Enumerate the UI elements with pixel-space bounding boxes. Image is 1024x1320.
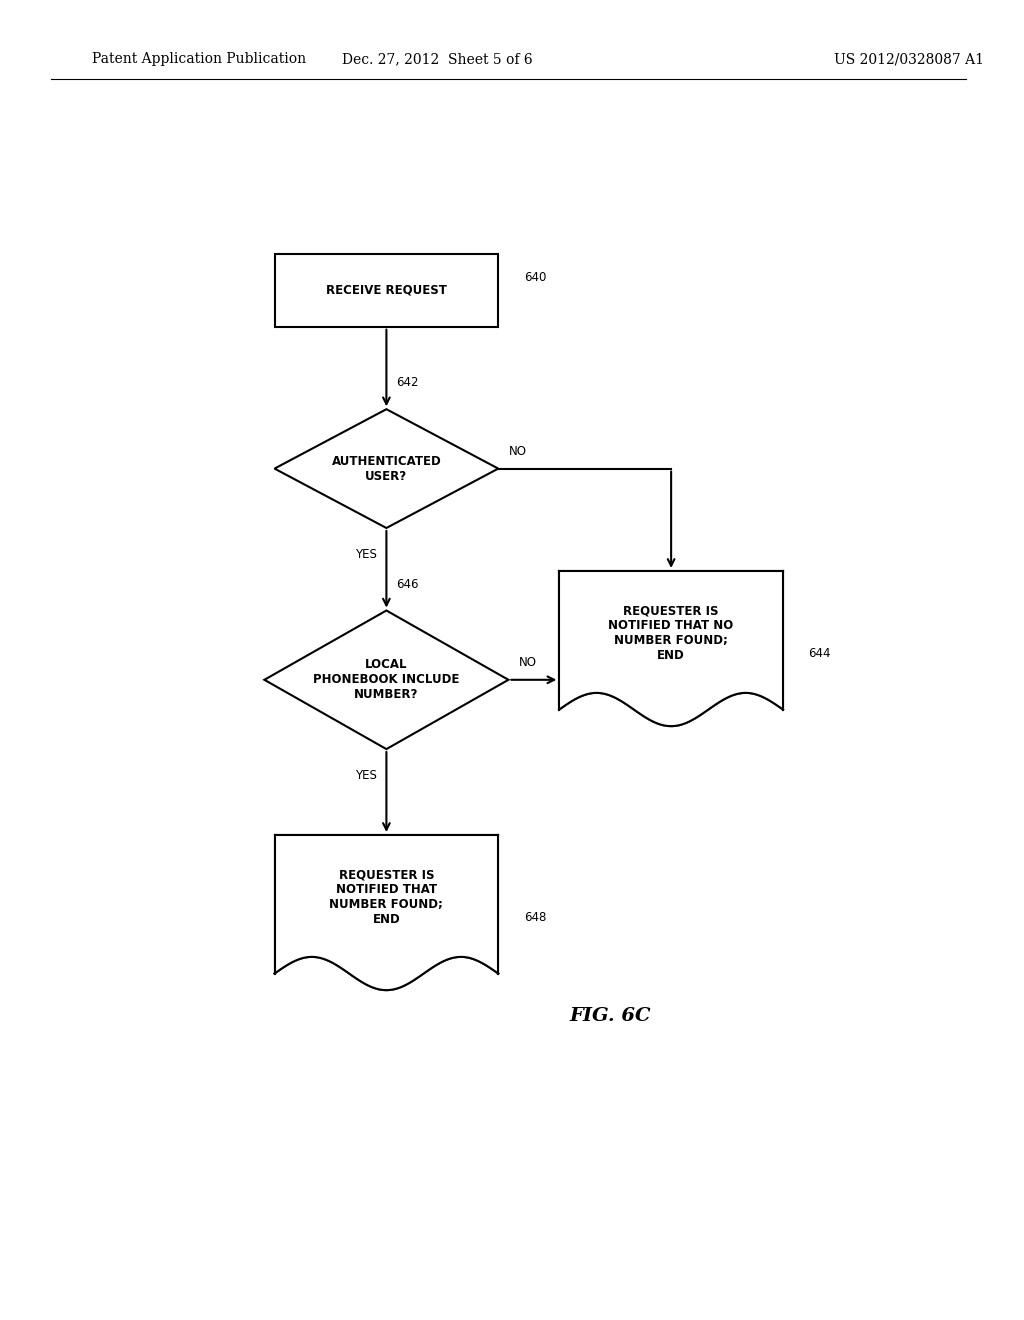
- Text: 646: 646: [396, 578, 419, 591]
- Text: RECEIVE REQUEST: RECEIVE REQUEST: [326, 284, 446, 297]
- Text: Dec. 27, 2012  Sheet 5 of 6: Dec. 27, 2012 Sheet 5 of 6: [342, 53, 532, 66]
- Text: YES: YES: [355, 768, 377, 781]
- Text: REQUESTER IS
NOTIFIED THAT
NUMBER FOUND;
END: REQUESTER IS NOTIFIED THAT NUMBER FOUND;…: [330, 869, 443, 927]
- Text: REQUESTER IS
NOTIFIED THAT NO
NUMBER FOUND;
END: REQUESTER IS NOTIFIED THAT NO NUMBER FOU…: [608, 605, 734, 663]
- Text: NO: NO: [509, 445, 526, 458]
- Text: Patent Application Publication: Patent Application Publication: [91, 53, 305, 66]
- Polygon shape: [274, 409, 499, 528]
- Text: 648: 648: [523, 911, 546, 924]
- Text: 642: 642: [396, 376, 419, 389]
- Text: YES: YES: [355, 548, 377, 561]
- Text: FIG. 6C: FIG. 6C: [569, 1007, 651, 1026]
- FancyBboxPatch shape: [274, 253, 499, 326]
- Text: NO: NO: [518, 656, 537, 669]
- Text: US 2012/0328087 A1: US 2012/0328087 A1: [834, 53, 984, 66]
- Text: 640: 640: [523, 271, 546, 284]
- Text: LOCAL
PHONEBOOK INCLUDE
NUMBER?: LOCAL PHONEBOOK INCLUDE NUMBER?: [313, 659, 460, 701]
- Polygon shape: [559, 570, 783, 726]
- Text: 644: 644: [808, 647, 830, 660]
- Text: AUTHENTICATED
USER?: AUTHENTICATED USER?: [332, 454, 441, 483]
- Polygon shape: [274, 836, 499, 990]
- Polygon shape: [264, 610, 509, 750]
